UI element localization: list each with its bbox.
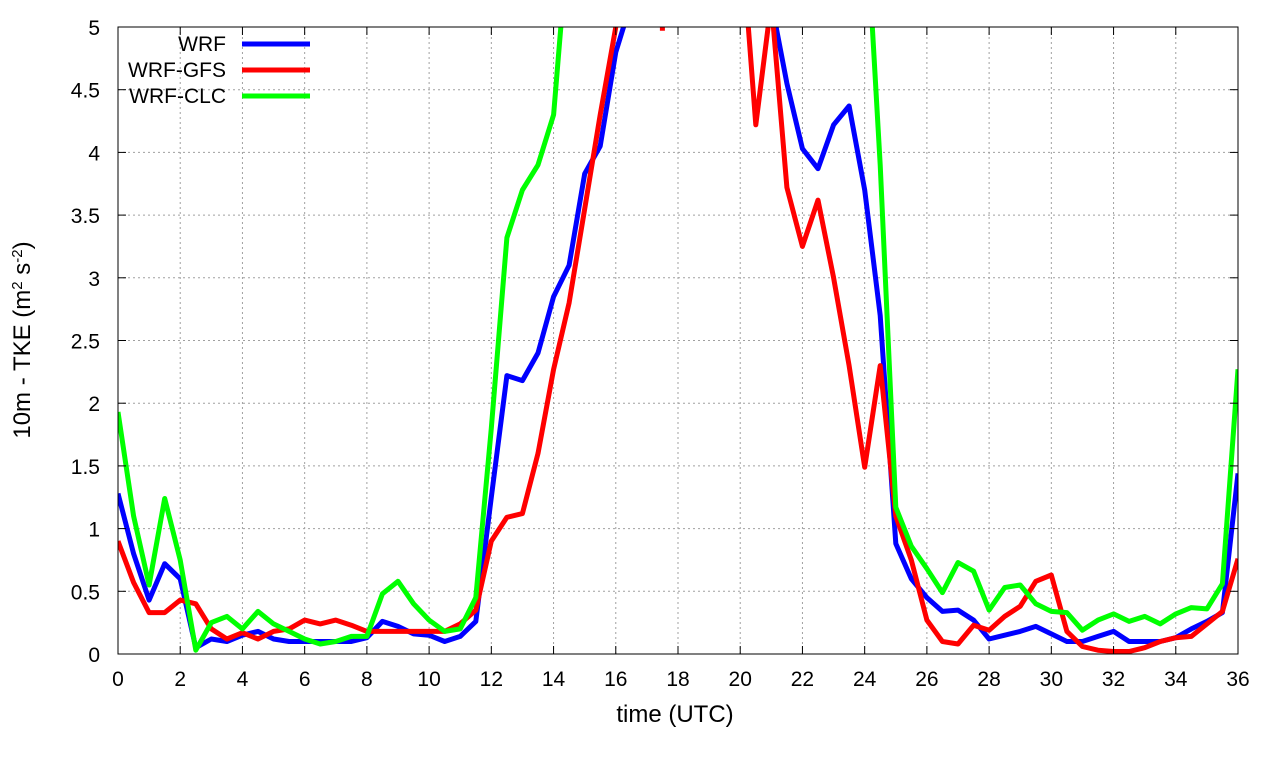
series-layer xyxy=(118,27,1238,654)
x-tick-label: 30 xyxy=(1040,668,1063,691)
x-tick-label: 12 xyxy=(480,668,503,691)
x-tick-label: 6 xyxy=(299,668,311,691)
legend-label-wrf: WRF xyxy=(178,33,226,56)
y-tick-label: 0 xyxy=(88,644,100,667)
legend-label-wrf-gfs: WRF-GFS xyxy=(128,59,226,82)
legend: WRF WRF-GFS WRF-CLC xyxy=(128,33,310,108)
x-tick-label: 28 xyxy=(977,668,1000,691)
series-line-wrf-gfs xyxy=(118,27,1238,654)
y-tick-label: 4 xyxy=(88,142,100,165)
x-axis-label: time (UTC) xyxy=(616,701,733,728)
x-tick-label: 10 xyxy=(417,668,440,691)
x-tick-label: 24 xyxy=(853,668,877,691)
axis-ticks xyxy=(117,26,1239,655)
series-line-wrf xyxy=(118,27,1238,651)
x-tick-label: 18 xyxy=(666,668,689,691)
y-tick-label: 1 xyxy=(88,519,100,542)
x-tick-label: 8 xyxy=(361,668,373,691)
y-tick-label: 1.5 xyxy=(71,456,100,479)
y-axis-label-suffix: ) xyxy=(9,241,36,249)
y-tick-label: 2.5 xyxy=(71,331,100,354)
y-tick-label: 4.5 xyxy=(71,80,100,103)
y-axis-label-mid: s xyxy=(9,263,36,282)
x-tick-label: 26 xyxy=(915,668,938,691)
y-axis-label-sup2: -2 xyxy=(9,249,26,262)
y-tick-label: 3 xyxy=(88,268,100,291)
y-tick-label: 3.5 xyxy=(71,205,100,228)
y-axis-label: 10m - TKE (m2 s-2) xyxy=(9,241,37,438)
x-tick-label: 4 xyxy=(237,668,249,691)
x-tick-label: 34 xyxy=(1164,668,1188,691)
y-axis-label-prefix: 10m - TKE (m xyxy=(9,290,36,439)
grid-lines xyxy=(118,27,1238,654)
y-tick-label: 2 xyxy=(88,393,100,416)
y-axis-label-sup1: 2 xyxy=(9,281,26,289)
series-line-wrf-clc xyxy=(118,27,1238,653)
x-tick-label: 36 xyxy=(1226,668,1249,691)
x-tick-label: 2 xyxy=(174,668,186,691)
x-tick-label: 32 xyxy=(1102,668,1125,691)
x-tick-label: 20 xyxy=(729,668,752,691)
x-tick-label: 0 xyxy=(112,668,124,691)
y-tick-label: 0.5 xyxy=(71,581,100,604)
x-tick-label: 14 xyxy=(542,668,566,691)
y-tick-label: 5 xyxy=(88,17,100,40)
x-tick-label: 22 xyxy=(791,668,814,691)
tick-labels: 0 2 4 6 8 10 12 14 16 18 20 22 24 26 28 30 32 34 3600.511.… xyxy=(71,17,1250,691)
legend-label-wrf-clc: WRF-CLC xyxy=(129,85,226,108)
x-tick-label: 16 xyxy=(604,668,627,691)
